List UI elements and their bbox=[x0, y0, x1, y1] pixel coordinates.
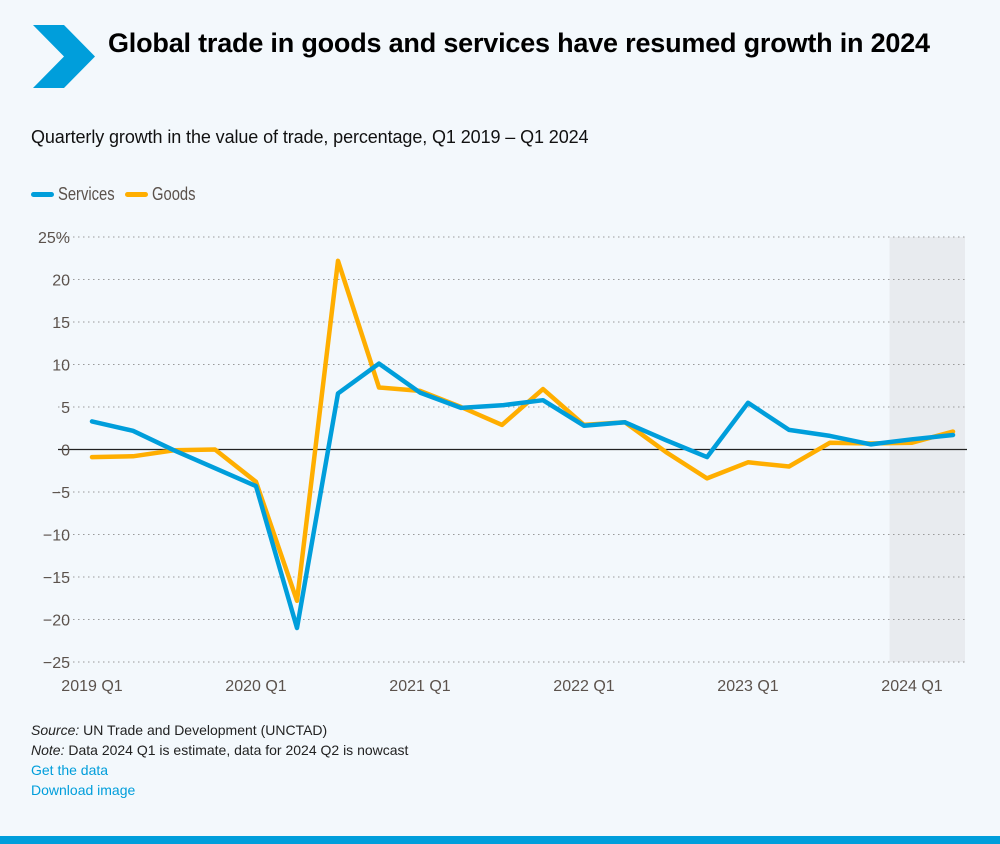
x-tick-label: 2019 Q1 bbox=[61, 678, 122, 695]
y-tick-label: −15 bbox=[43, 570, 70, 587]
legend-swatch-goods bbox=[125, 192, 149, 197]
y-tick-label: 20 bbox=[52, 273, 70, 290]
x-tick-label: 2021 Q1 bbox=[389, 678, 450, 695]
bottom-accent-bar bbox=[0, 836, 1000, 844]
y-tick-label: 0 bbox=[61, 443, 70, 460]
note-line: Note: Data 2024 Q1 is estimate, data for… bbox=[31, 740, 408, 760]
footer: Source: UN Trade and Development (UNCTAD… bbox=[31, 720, 408, 800]
legend: Services Goods bbox=[31, 184, 203, 205]
y-tick-label: 5 bbox=[61, 400, 70, 417]
source-text: UN Trade and Development (UNCTAD) bbox=[79, 722, 328, 738]
x-tick-label: 2020 Q1 bbox=[225, 678, 286, 695]
y-tick-label: 10 bbox=[52, 358, 70, 375]
x-tick-label: 2024 Q1 bbox=[881, 678, 942, 695]
chevron-right-icon bbox=[33, 25, 95, 88]
chart-title: Global trade in goods and services have … bbox=[108, 28, 930, 58]
source-line: Source: UN Trade and Development (UNCTAD… bbox=[31, 720, 408, 740]
y-tick-label: −20 bbox=[43, 613, 70, 630]
y-tick-label: −10 bbox=[43, 528, 70, 545]
y-tick-label: −25 bbox=[43, 655, 70, 672]
legend-swatch-services bbox=[31, 192, 54, 197]
y-tick-label: 25% bbox=[38, 230, 70, 247]
chart-subtitle: Quarterly growth in the value of trade, … bbox=[31, 127, 589, 147]
series-line-services bbox=[89, 361, 956, 631]
source-label: Source: bbox=[31, 722, 80, 738]
note-label: Note: bbox=[31, 742, 65, 758]
y-tick-label: 15 bbox=[52, 315, 70, 332]
legend-item-services[interactable]: Services bbox=[31, 184, 115, 205]
legend-item-goods[interactable]: Goods bbox=[125, 184, 196, 205]
legend-label-services: Services bbox=[58, 184, 115, 204]
x-tick-label: 2022 Q1 bbox=[553, 678, 614, 695]
x-tick-label: 2023 Q1 bbox=[717, 678, 778, 695]
legend-label-goods: Goods bbox=[152, 184, 196, 204]
get-data-link[interactable]: Get the data bbox=[31, 762, 109, 778]
line-chart: 25% 20 15 10 5 0 −5 −10 −15 −20 −25 2019 Q1 2020 Q1 2… bbox=[38, 230, 967, 695]
y-tick-label: −5 bbox=[52, 485, 70, 502]
download-image-link[interactable]: Download image bbox=[31, 782, 136, 798]
note-text: Data 2024 Q1 is estimate, data for 2024 … bbox=[64, 742, 409, 758]
series-line-goods bbox=[89, 258, 956, 604]
